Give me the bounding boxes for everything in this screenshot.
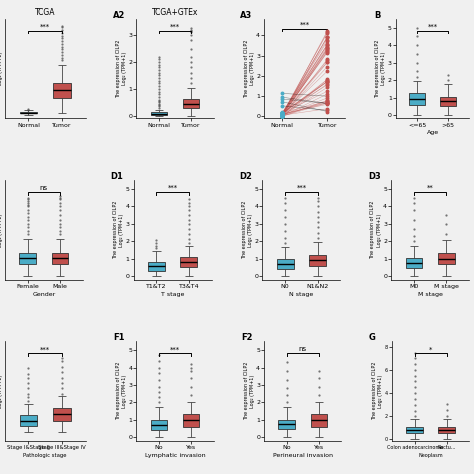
Bar <box>278 419 295 429</box>
Y-axis label: The expression of CILP2
Log₂ (TPM+1): The expression of CILP2 Log₂ (TPM+1) <box>372 362 383 420</box>
Y-axis label: The expression of CILP2
Log₂ (TPM+1): The expression of CILP2 Log₂ (TPM+1) <box>116 39 127 98</box>
Y-axis label: The expression of CILP2
Log₂ (TPM+1): The expression of CILP2 Log₂ (TPM+1) <box>0 362 3 420</box>
Bar <box>438 427 455 433</box>
Text: ns: ns <box>299 346 307 352</box>
X-axis label: M stage: M stage <box>418 292 443 297</box>
Bar <box>148 262 165 271</box>
Y-axis label: The expression of CILP2
Log₂ (TPM+1): The expression of CILP2 Log₂ (TPM+1) <box>244 39 255 98</box>
Text: ***: *** <box>428 24 438 30</box>
Text: G: G <box>369 333 376 342</box>
Text: ***: *** <box>40 24 50 30</box>
Y-axis label: The expression of CILP2
Log₂ (TPM+1): The expression of CILP2 Log₂ (TPM+1) <box>0 201 3 259</box>
Text: **: ** <box>427 185 434 191</box>
Text: ***: *** <box>170 346 180 352</box>
Text: ***: *** <box>296 185 307 191</box>
X-axis label: T stage: T stage <box>161 292 184 297</box>
X-axis label: Age: Age <box>427 130 439 136</box>
Bar <box>406 427 423 433</box>
Bar <box>151 112 167 115</box>
Text: B: B <box>374 11 381 20</box>
Bar <box>19 111 37 113</box>
X-axis label: Perineural invasion: Perineural invasion <box>273 453 333 458</box>
Text: ***: *** <box>170 24 180 30</box>
Text: ***: *** <box>300 22 310 28</box>
Bar <box>53 408 71 420</box>
Y-axis label: The expression of CILP2
Log₂ (TPM+1): The expression of CILP2 Log₂ (TPM+1) <box>0 39 3 98</box>
Bar <box>53 82 71 98</box>
Text: F2: F2 <box>241 333 253 342</box>
Text: ns: ns <box>40 185 48 191</box>
Text: D2: D2 <box>239 172 252 181</box>
Text: D3: D3 <box>368 172 381 181</box>
Bar <box>440 97 456 106</box>
Bar <box>438 254 455 264</box>
X-axis label: Gender: Gender <box>32 292 55 297</box>
Bar <box>277 259 293 269</box>
Title: TCGA+GTEx: TCGA+GTEx <box>152 8 198 17</box>
Bar <box>52 253 69 264</box>
Text: A3: A3 <box>240 11 252 20</box>
Bar <box>182 414 200 427</box>
Text: ***: *** <box>40 346 50 352</box>
Title: TCGA: TCGA <box>35 8 55 17</box>
Text: A2: A2 <box>113 11 126 20</box>
Bar <box>151 420 167 430</box>
Bar <box>310 414 327 427</box>
Y-axis label: The expression of CILP2
Log₂ (TPM+1): The expression of CILP2 Log₂ (TPM+1) <box>375 39 386 98</box>
Bar <box>410 93 425 105</box>
Text: F1: F1 <box>113 333 125 342</box>
Bar <box>182 99 200 108</box>
Bar <box>19 415 37 426</box>
Bar <box>181 257 197 267</box>
X-axis label: Neoplasm: Neoplasm <box>419 453 443 458</box>
Text: D1: D1 <box>110 172 123 181</box>
X-axis label: N stage: N stage <box>289 292 313 297</box>
Y-axis label: The expression of CILP2
Log₂ (TPM+1): The expression of CILP2 Log₂ (TPM+1) <box>371 201 382 259</box>
Bar <box>19 253 36 264</box>
X-axis label: Lymphatic invasion: Lymphatic invasion <box>145 453 205 458</box>
Text: ***: *** <box>167 185 178 191</box>
Text: *: * <box>429 346 432 352</box>
Bar <box>405 258 422 268</box>
Y-axis label: The expression of CILP2
Log₂ (TPM+1): The expression of CILP2 Log₂ (TPM+1) <box>244 362 255 420</box>
Y-axis label: The expression of CILP2
Log₂ (TPM+1): The expression of CILP2 Log₂ (TPM+1) <box>116 362 127 420</box>
Bar <box>309 255 326 266</box>
X-axis label: Pathologic stage: Pathologic stage <box>24 453 67 458</box>
Y-axis label: The expression of CILP2
Log₂ (TPM+1): The expression of CILP2 Log₂ (TPM+1) <box>242 201 253 259</box>
Y-axis label: The expression of CILP2
Log₂ (TPM+1): The expression of CILP2 Log₂ (TPM+1) <box>113 201 124 259</box>
